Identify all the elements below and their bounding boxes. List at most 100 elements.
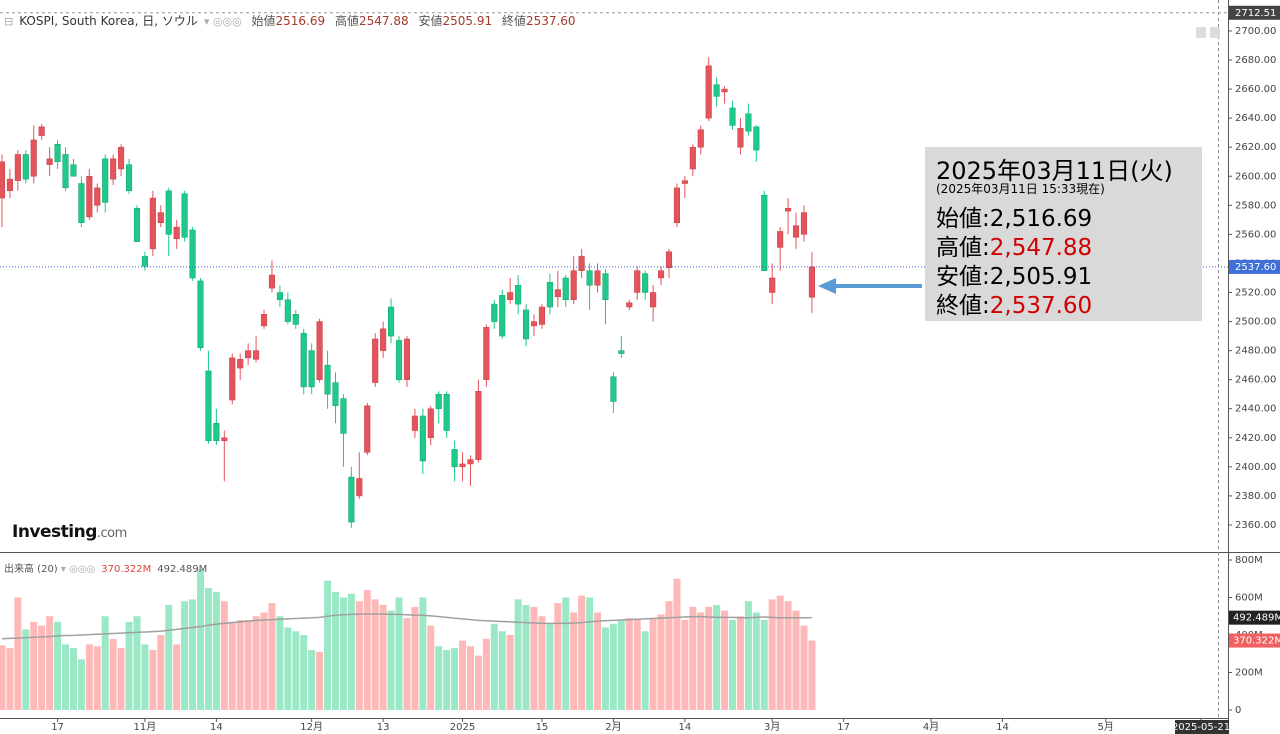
y-tick-label: 2640.00	[1235, 113, 1276, 124]
candle-body	[237, 359, 244, 369]
volume-bar	[268, 603, 276, 710]
volume-bar	[435, 646, 443, 710]
y-tick-label: 2600.00	[1235, 171, 1276, 182]
x-tick-label: 12月	[300, 721, 323, 733]
volume-bar	[459, 640, 467, 710]
logo-suffix: .com	[96, 526, 127, 541]
candle-body	[427, 408, 434, 439]
candle-body	[657, 270, 665, 279]
volume-bar	[530, 606, 538, 710]
volume-bar	[482, 638, 490, 710]
volume-bar	[165, 604, 173, 710]
info-row: 安値:2,505.91	[936, 257, 1092, 291]
volume-bar	[506, 634, 514, 710]
x-tick-label: 2月	[605, 721, 621, 733]
volume-bar	[204, 588, 212, 710]
candle-body	[729, 107, 736, 126]
volume-title: 出来高 (20)	[4, 564, 58, 575]
volume-bar	[760, 619, 768, 710]
x-tick-label: 17	[837, 722, 850, 733]
volume-bar	[220, 601, 228, 710]
candle-body	[324, 364, 331, 395]
candle-body	[62, 154, 69, 189]
candle-body	[38, 126, 45, 136]
volume-bar	[101, 616, 109, 710]
candle-body	[523, 309, 530, 340]
y-tick-label: 2560.00	[1235, 229, 1276, 240]
volume-bar	[387, 610, 395, 710]
candle-body	[602, 273, 609, 301]
ohlc-value: 2537.60	[525, 14, 576, 28]
candle-body	[737, 128, 744, 148]
info-row: 終値:2,537.60	[936, 286, 1092, 320]
volume-bar	[252, 616, 260, 710]
icon[interactable]: ▾ ◎◎◎	[60, 564, 96, 575]
y-tick-label: 2520.00	[1235, 287, 1276, 298]
volume-bar	[594, 612, 602, 710]
volume-bar	[784, 601, 792, 710]
volume-bar	[713, 604, 721, 710]
y-tick-label: 2460.00	[1235, 375, 1276, 386]
candle-body	[253, 350, 260, 360]
icon	[1210, 27, 1220, 38]
volume-bar	[721, 610, 729, 710]
volume-bar	[276, 616, 284, 710]
volume-bar	[554, 603, 562, 710]
candle-body	[745, 113, 752, 132]
y-tick-label: 2500.00	[1235, 317, 1276, 328]
candle-body	[681, 180, 688, 184]
candle-body	[110, 158, 117, 180]
y-tick-label: 2440.00	[1235, 404, 1276, 415]
x-tick-label: 2025-05-21	[1172, 722, 1230, 733]
volume-bar	[649, 618, 657, 710]
candle-body	[22, 154, 29, 180]
candle-body	[86, 176, 93, 218]
volume-bar	[411, 606, 419, 710]
ohlc-value: 2516.69	[275, 14, 326, 28]
info-label: 始値:	[936, 206, 990, 232]
volume-bar	[331, 591, 339, 710]
candle-body	[0, 161, 6, 199]
volume-bar	[292, 631, 300, 710]
logo-brand: Investing	[12, 522, 97, 542]
info-asof: (2025年03月11日 15:33現在)	[936, 182, 1105, 196]
x-tick-label: 5月	[1098, 721, 1114, 733]
volume-bar	[371, 599, 379, 710]
candle-body	[6, 178, 13, 192]
volume-bar	[474, 655, 482, 710]
candle-body	[221, 437, 228, 441]
candle-body	[141, 255, 148, 267]
info-value: 2,547.88	[989, 235, 1093, 261]
candle-body	[411, 415, 418, 431]
volume-bar	[641, 631, 649, 710]
volume-bar	[157, 634, 165, 710]
volume-bar	[776, 595, 784, 710]
info-label: 高値:	[936, 235, 990, 261]
candle-body	[618, 350, 625, 354]
candle-body	[94, 187, 101, 206]
info-label: 終値:	[936, 293, 990, 319]
candle-body	[102, 158, 109, 203]
volume-bar	[77, 659, 85, 710]
volume-bar	[752, 612, 760, 710]
candle-body	[451, 449, 458, 468]
volume-bar	[149, 649, 157, 710]
volume-bar	[181, 601, 189, 710]
x-tick-label: 14	[996, 722, 1009, 733]
volume-bar	[522, 604, 530, 710]
y-tick-label: 2480.00	[1235, 346, 1276, 357]
candle-body	[626, 302, 633, 308]
icon[interactable]: ▾ ◎◎◎	[203, 15, 242, 28]
header: ⊟ KOSPI, South Korea, 日, ソウル ▾ ◎◎◎ 始値2516.…	[4, 12, 582, 29]
candle-body	[30, 139, 37, 177]
ohlc-label: 安値	[418, 14, 443, 28]
candle-body	[268, 274, 276, 289]
volume-bar	[768, 599, 776, 710]
candle-body	[419, 415, 426, 462]
volume-bar	[546, 623, 554, 710]
volume-bar	[355, 601, 363, 710]
candle-body	[435, 393, 442, 409]
volume-bar	[808, 640, 816, 710]
volume-bar	[173, 644, 181, 710]
